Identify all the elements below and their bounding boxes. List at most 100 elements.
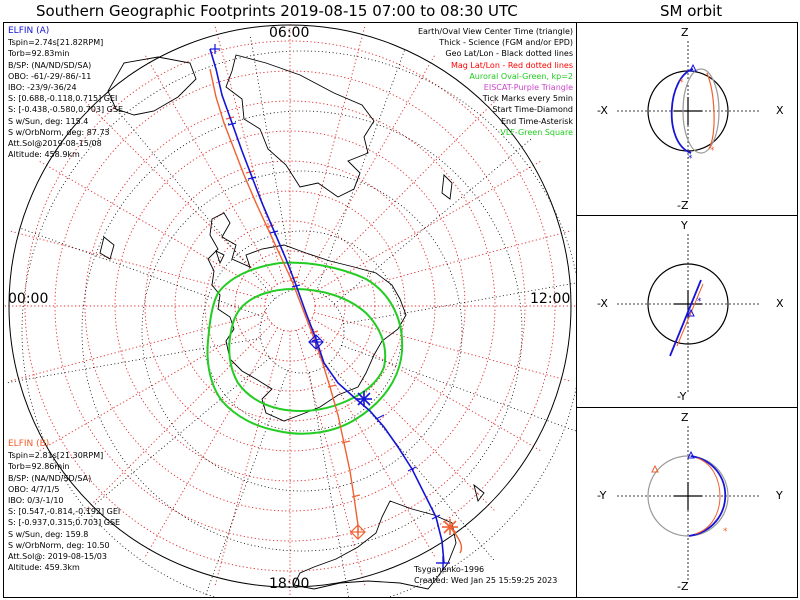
madagascar-coastline [441, 174, 453, 200]
sm-yz-left-label: -Y [597, 489, 607, 502]
mag-spokes-line [38, 318, 269, 452]
legend-entry: Tick Marks every 5min [482, 94, 573, 104]
australia-coastline [107, 56, 197, 116]
elfin-a-info-line: S w/Sun, deg: 115.4 [8, 116, 89, 126]
elfin-b-info-line: Torb=92.86min [8, 462, 70, 472]
mag-spokes-line [144, 54, 278, 285]
auroral-oval-outer [206, 261, 404, 435]
sm-yz-right-label: Y [776, 489, 783, 502]
sm-orbit-panel-xy: * Y -Y -X X [576, 215, 798, 408]
sm-xz-a-triangle [689, 63, 697, 72]
sm-xy-a-asterisk: * [697, 297, 702, 307]
elfin-b-hook [449, 526, 463, 554]
credit-model: Tsyganenko-1996 [414, 565, 485, 574]
mag-spokes-line [311, 160, 542, 294]
mlt-label-right: 12:00 [530, 291, 571, 307]
elfin-a-end-asterisk [436, 556, 450, 570]
sm-xz-right-label: X [776, 104, 784, 117]
mag-spokes-line [296, 330, 366, 587]
elfin-b-info-line: B/SP: (NA/ND/SD/SA) [8, 473, 92, 483]
sm-xz-bottom-label: -Z [677, 199, 689, 212]
sm-xy-orbit-a [669, 279, 702, 357]
sm-xy-left-label: -X [597, 297, 608, 310]
elfin-b-info-line: S: [0.547,-0.814,-0.192] GEI [8, 507, 121, 517]
sm-yz-earth [647, 455, 729, 537]
elfin-a-info-line: Tspin=2.74s[21.82RPM] [8, 38, 104, 48]
mag-spokes-line [214, 330, 284, 587]
sm-xz-orbit-b-segment [706, 72, 715, 150]
geo-spokes-line [20, 227, 263, 317]
sm-xz-left-label: -X [597, 104, 608, 117]
elfin-a-info-line: S: [0.688,-0.118,0.715] GEI [8, 94, 118, 104]
sm-orbit-panel-xz: * * * Z -Z -X X [576, 22, 798, 216]
page-title: Southern Geographic Footprints 2019-08-1… [36, 2, 518, 20]
elfin-b-info-line: OBO: 4/7/1/5 [8, 484, 60, 494]
elfin-b-info-line: S w/Sun, deg: 159.8 [8, 529, 89, 539]
mlt-label-bottom: 18:00 [269, 576, 310, 592]
elfin-a-info-line: Altitude: 458.9km [8, 150, 80, 160]
orbit-title: SM orbit [660, 2, 723, 20]
legend-entry: Auroral Oval-Green, kp=2 [469, 71, 573, 81]
sm-xz-orbit-a [670, 68, 694, 154]
legend-entry: Start Time-Diamond [492, 105, 573, 115]
geo-spokes-line [109, 100, 276, 300]
elfin-a-info-line: Att.Sol@2019-08-15/08 [8, 139, 102, 149]
sm-yz-a-triangle [687, 450, 695, 459]
legend-entry: Geo Lat/Lon - Black dotted lines [445, 49, 573, 59]
sm-yz-b-asterisk: * [723, 527, 728, 537]
sm-orbit-panel-yz: * Z -Z -Y Y [576, 407, 798, 598]
elfin-b-lines: Tspin=2.81s[21.30RPM] Torb=92.86min B/SP: … [8, 450, 120, 573]
geo-spokes-line [316, 49, 406, 292]
elfin-a-info-line: Torb=92.83min [8, 49, 70, 59]
elfin-b-info-line: S: [-0.937,0.315,0.703] GSE [8, 518, 121, 528]
sm-xy-bottom-label: -Y [677, 390, 687, 403]
sm-yz-orbit-a [688, 455, 726, 537]
elfin-a-lines: Tspin=2.74s[21.82RPM] Torb=92.83min B/SP: … [8, 37, 123, 160]
elfin-a-info-line: IBO: -23/9/-36/24 [8, 83, 77, 93]
sm-yz-top-label: Z [681, 411, 689, 424]
credit: Tsyganenko-1996 Created: Wed Jan 25 15:5… [414, 564, 557, 586]
elfin-a-info-line: S w/OrbNorm, deg: 87.73 [8, 127, 110, 137]
elfin-a-top-asterisk [210, 44, 220, 54]
sm-yz-orbit-b [694, 457, 721, 535]
mag-spokes-line [314, 312, 571, 382]
mlt-label-top: 06:00 [269, 25, 310, 41]
legend: Earth/Oval View Center Time (triangle) Th… [418, 26, 573, 138]
sm-xz-top-label: Z [681, 26, 689, 39]
sm-orbit-yz-canvas: * [617, 426, 759, 580]
legend-entry: EISCAT-Purple Triangle [483, 83, 573, 93]
mlt-label-left: 00:00 [8, 291, 49, 307]
elfin-a-info-line: OBO: -61/-29/-86/-11 [8, 71, 92, 81]
elfin-a-info-line: B/SP: (NA/ND/SD/SA) [8, 60, 92, 70]
mag-spokes-line [144, 327, 278, 558]
sm-yz-b-triangle [651, 464, 659, 473]
island-coastline [215, 250, 225, 265]
elfin-a-start-asterisk [356, 391, 372, 407]
elfin-b-info-line: S w/OrbNorm, deg: 10.50 [8, 540, 110, 550]
credit-created: Created: Wed Jan 25 15:59:25 2023 [414, 576, 558, 585]
sm-xy-right-label: X [776, 297, 784, 310]
sm-yz-bottom-label: -Z [677, 580, 689, 593]
elfin-b-info-line: Att.Sol@: 2019-08-15/03 [8, 552, 107, 562]
legend-entry: VLF-Green Square [500, 127, 573, 137]
geo-spokes-line [204, 370, 288, 597]
elfin-b-info-line: IBO: 0/3/-1/10 [8, 496, 64, 506]
elfin-b-track [209, 68, 359, 535]
mag-spokes-line [296, 25, 366, 282]
sm-xy-earth [647, 263, 729, 345]
auroral-oval-inner [228, 287, 387, 412]
sm-orbit-xz-canvas: * * * [617, 41, 759, 199]
sm-xy-top-label: Y [681, 219, 688, 232]
mag-spokes-line [9, 230, 266, 300]
elfin-a-name: ELFIN (A) [8, 26, 50, 36]
sm-xz-b-start-marker: * [679, 78, 684, 88]
new-zealand-coastline [99, 236, 115, 260]
legend-entry: Thick - Science (FGM and/or EPD) [439, 38, 573, 48]
sm-orbit-xy-canvas: * [617, 234, 759, 392]
elfin-a-info: ELFIN (A) Tspin=2.74s[21.82RPM] Torb=92.8… [8, 26, 123, 160]
sm-xz-b-end-asterisk: * [710, 146, 715, 156]
legend-entry: Mag Lat/Lon - Red dotted lines [450, 60, 573, 70]
elfin-b-ticks [225, 116, 361, 498]
sm-xz-a-end-asterisk: * [688, 154, 693, 164]
elfin-b-info: ELFIN (B) Tspin=2.81s[21.30RPM] Torb=92.8… [8, 439, 120, 573]
